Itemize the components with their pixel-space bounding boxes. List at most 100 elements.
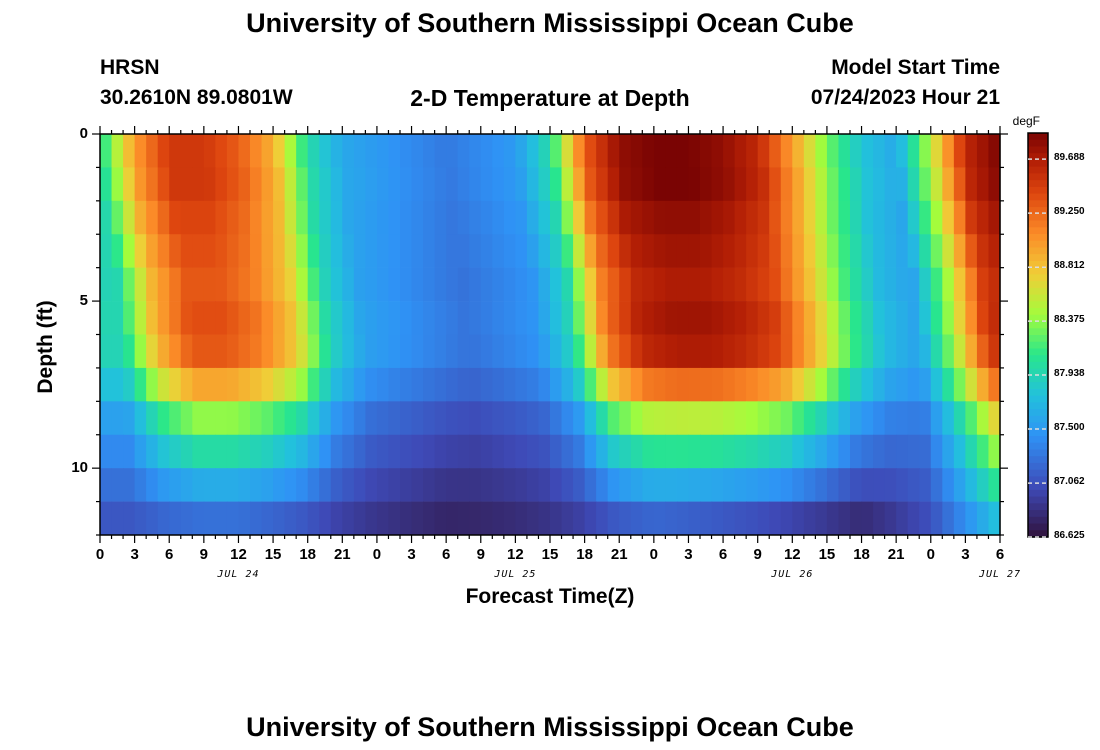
heatmap-cell (619, 367, 632, 402)
heatmap-cell (953, 334, 966, 369)
y-axis-label: Depth (ft) (34, 300, 57, 394)
heatmap-cell (688, 401, 701, 436)
heatmap-cell (480, 234, 493, 268)
heatmap-cell (919, 200, 932, 235)
heatmap-cell (711, 234, 724, 268)
heatmap-cell (919, 434, 932, 469)
heatmap-cell (446, 167, 459, 202)
heatmap-cell (203, 501, 216, 536)
heatmap-cell (134, 200, 147, 235)
heatmap-cell (665, 200, 678, 235)
heatmap-cell (353, 267, 366, 302)
heatmap-cell (561, 367, 574, 402)
x-tick-label: 3 (407, 546, 416, 563)
heatmap-cell (411, 234, 424, 268)
heatmap-cell (503, 200, 516, 235)
heatmap-cell (976, 501, 990, 536)
heatmap-cell (665, 434, 678, 469)
heatmap-cell (434, 334, 447, 369)
heatmap-cell (965, 301, 978, 335)
heatmap-cell (642, 167, 655, 202)
heatmap-cell (896, 501, 909, 536)
heatmap-cell (457, 234, 470, 268)
heatmap-cell (319, 301, 332, 335)
heatmap-cell (988, 434, 1001, 469)
heatmap-cell (492, 501, 505, 536)
heatmap-cell (838, 434, 851, 469)
heatmap-cell (273, 301, 286, 335)
colorbar-segment (1028, 139, 1048, 148)
heatmap-cell (930, 301, 943, 335)
heatmap-cell (896, 234, 909, 268)
heatmap-cell (123, 501, 136, 536)
heatmap-cell (296, 301, 309, 335)
heatmap-cell (423, 167, 436, 202)
heatmap-cell (330, 401, 343, 436)
heatmap-cell (988, 200, 1001, 235)
heatmap-cell (296, 401, 309, 436)
heatmap-cell (688, 134, 701, 168)
x-tick-label: 9 (476, 546, 485, 563)
heatmap-cell (561, 334, 574, 369)
heatmap-cell (665, 267, 678, 302)
heatmap-cell (515, 501, 528, 536)
heatmap-cell (803, 200, 816, 235)
colorbar-segment (1028, 247, 1048, 255)
heatmap-cell (700, 501, 713, 536)
heatmap-cell (550, 167, 563, 202)
heatmap-cell (365, 501, 378, 536)
heatmap-cell (700, 301, 713, 335)
heatmap-cell (538, 167, 551, 202)
heatmap-cell (861, 267, 874, 302)
heatmap-cell (215, 134, 228, 168)
colorbar-label: 88.375 (1054, 314, 1085, 326)
heatmap-cell (734, 334, 747, 369)
heatmap-cell (873, 167, 886, 202)
heatmap-cell (573, 334, 586, 369)
heatmap-cell (434, 401, 447, 436)
heatmap-cell (676, 301, 690, 335)
page-title: University of Southern Mississippi Ocean… (246, 8, 854, 38)
heatmap-cell (203, 200, 216, 235)
heatmap-cell (215, 234, 228, 268)
heatmap-cell (607, 234, 620, 268)
heatmap-cell (538, 367, 551, 402)
heatmap-cell (526, 401, 540, 436)
heatmap-cell (423, 401, 436, 436)
heatmap-cell (838, 401, 851, 436)
heatmap-cell (792, 167, 805, 202)
heatmap-cell (815, 334, 828, 369)
colorbar-segment (1028, 133, 1048, 141)
heatmap-cell (376, 501, 390, 536)
heatmap-cell (630, 301, 643, 335)
heatmap-cell (100, 134, 113, 168)
heatmap-cell (330, 200, 343, 235)
heatmap-cell (261, 401, 274, 436)
heatmap-cell (976, 267, 990, 302)
heatmap-cell (607, 468, 620, 502)
heatmap-cell (100, 167, 113, 202)
heatmap-cell (169, 301, 182, 335)
heatmap-cell (826, 234, 840, 268)
heatmap-cell (884, 234, 897, 268)
heatmap-cell (111, 468, 124, 502)
heatmap-cell (169, 468, 182, 502)
colorbar-segment (1028, 442, 1048, 451)
heatmap-cell (988, 234, 1001, 268)
heatmap-cell (515, 367, 528, 402)
heatmap-cell (123, 234, 136, 268)
heatmap-cell (815, 367, 828, 402)
heatmap-cell (515, 401, 528, 436)
heatmap-cell (884, 200, 897, 235)
heatmap-cell (503, 234, 516, 268)
heatmap-cell (503, 434, 516, 469)
heatmap-cell (180, 267, 193, 302)
heatmap-cell (769, 401, 782, 436)
heatmap-cell (919, 267, 932, 302)
heatmap-cell (457, 401, 470, 436)
heatmap-cell (192, 468, 205, 502)
heatmap-cell (688, 301, 701, 335)
heatmap-cell (446, 267, 459, 302)
heatmap-cell (365, 267, 378, 302)
heatmap-cell (769, 468, 782, 502)
